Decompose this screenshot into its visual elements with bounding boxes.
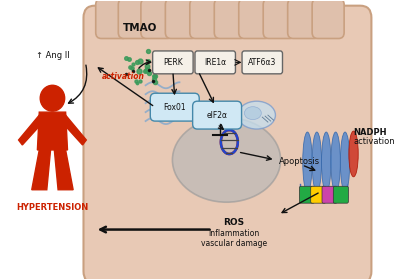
FancyBboxPatch shape (263, 0, 295, 39)
Text: eIF2α: eIF2α (207, 111, 228, 120)
FancyBboxPatch shape (96, 0, 128, 39)
Text: Inflammation: Inflammation (208, 229, 260, 238)
Ellipse shape (238, 101, 276, 129)
Text: ROS: ROS (224, 218, 245, 227)
FancyBboxPatch shape (118, 0, 150, 39)
FancyBboxPatch shape (242, 51, 282, 74)
Ellipse shape (172, 118, 281, 202)
FancyBboxPatch shape (322, 186, 337, 203)
FancyBboxPatch shape (214, 0, 246, 39)
Text: Apoptosis: Apoptosis (279, 157, 320, 166)
FancyBboxPatch shape (288, 0, 320, 39)
Polygon shape (62, 115, 86, 145)
FancyBboxPatch shape (312, 0, 344, 39)
FancyBboxPatch shape (311, 186, 326, 203)
FancyBboxPatch shape (153, 51, 193, 74)
Polygon shape (32, 150, 50, 190)
Ellipse shape (312, 132, 322, 192)
Ellipse shape (244, 107, 261, 120)
Text: vascular damage: vascular damage (201, 239, 267, 248)
Polygon shape (18, 115, 43, 145)
Text: Fox01: Fox01 (164, 103, 186, 112)
FancyBboxPatch shape (141, 0, 173, 39)
Text: activation: activation (102, 72, 144, 81)
Text: IRE1α: IRE1α (204, 58, 226, 67)
Polygon shape (37, 112, 68, 150)
Ellipse shape (322, 132, 331, 192)
Ellipse shape (303, 132, 312, 192)
Ellipse shape (340, 132, 350, 192)
Ellipse shape (331, 132, 340, 192)
Text: HYPERTENSION: HYPERTENSION (16, 203, 88, 212)
FancyBboxPatch shape (150, 93, 199, 121)
Text: PERK: PERK (163, 58, 183, 67)
Text: ↑ Ang II: ↑ Ang II (36, 51, 69, 60)
FancyBboxPatch shape (239, 0, 271, 39)
Polygon shape (54, 150, 73, 190)
Text: TMAO: TMAO (123, 22, 157, 32)
FancyBboxPatch shape (190, 0, 222, 39)
FancyBboxPatch shape (300, 186, 314, 203)
FancyBboxPatch shape (165, 0, 197, 39)
FancyBboxPatch shape (195, 51, 236, 74)
Circle shape (40, 85, 65, 111)
Ellipse shape (349, 131, 358, 177)
FancyBboxPatch shape (333, 186, 348, 203)
Text: ATF6α3: ATF6α3 (248, 58, 276, 67)
Text: activation: activation (354, 137, 395, 146)
FancyBboxPatch shape (193, 101, 242, 129)
FancyBboxPatch shape (84, 6, 372, 280)
Text: NADPH: NADPH (354, 127, 387, 137)
